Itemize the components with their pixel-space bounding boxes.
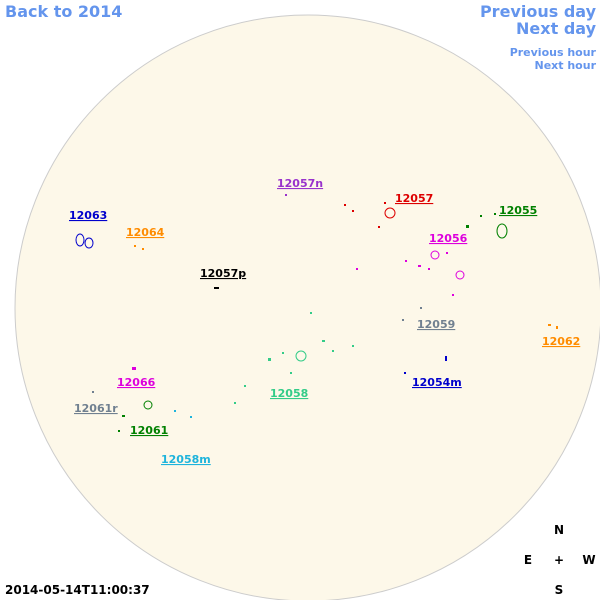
region-label[interactable]: 12061r <box>74 402 118 415</box>
spot <box>428 268 430 270</box>
spot <box>268 358 271 361</box>
spot <box>352 345 354 347</box>
next-day-link[interactable]: Next day <box>516 19 597 38</box>
spot <box>344 204 346 206</box>
back-link[interactable]: Back to 2014 <box>5 2 122 21</box>
spot <box>92 391 94 393</box>
solar-disk <box>14 14 600 600</box>
spot <box>466 225 469 228</box>
spot <box>496 223 508 239</box>
spot <box>132 367 136 370</box>
region-label[interactable]: 12055 <box>499 204 537 217</box>
spot <box>494 213 496 215</box>
spot <box>446 252 448 254</box>
spot <box>134 245 136 247</box>
spot <box>75 233 85 247</box>
next-hour-link[interactable]: Next hour <box>535 59 597 72</box>
spot <box>310 312 312 314</box>
sunspots <box>75 194 558 432</box>
spot <box>214 287 219 289</box>
spot <box>142 248 144 250</box>
spot <box>352 210 354 212</box>
region-label[interactable]: 12058m <box>161 453 211 466</box>
compass-west: W <box>582 553 595 567</box>
spot <box>420 307 422 309</box>
previous-day-link[interactable]: Previous day <box>480 2 597 21</box>
spot <box>285 194 287 196</box>
spot <box>384 202 386 204</box>
region-label[interactable]: 12058 <box>270 387 308 400</box>
spot <box>174 410 176 412</box>
spot <box>143 400 153 410</box>
spot <box>282 352 284 354</box>
spot <box>234 402 236 404</box>
spot <box>405 260 407 262</box>
spot <box>190 416 192 418</box>
timestamp: 2014-05-14T11:00:37 <box>5 583 150 597</box>
region-label[interactable]: 12063 <box>69 209 107 222</box>
spot <box>548 324 551 326</box>
spot <box>480 215 482 217</box>
spot <box>384 207 396 219</box>
compass-center: + <box>554 553 564 567</box>
region-label[interactable]: 12057 <box>395 192 433 205</box>
region-label[interactable]: 12062 <box>542 335 580 348</box>
spot <box>445 356 447 361</box>
spot <box>244 385 246 387</box>
spot <box>430 250 440 260</box>
compass-south: S <box>555 583 564 597</box>
region-label[interactable]: 12056 <box>429 232 468 245</box>
spot <box>402 319 404 321</box>
region-label[interactable]: 12061 <box>130 424 168 437</box>
region-label[interactable]: 12057n <box>277 177 323 190</box>
spot <box>378 226 380 228</box>
spot <box>356 268 358 270</box>
spot <box>290 372 292 374</box>
spot <box>404 372 406 374</box>
spot <box>122 415 125 417</box>
spot <box>556 326 558 329</box>
spot <box>418 265 421 267</box>
region-label[interactable]: 12057p <box>200 267 246 280</box>
spot <box>452 294 454 296</box>
spot <box>84 237 94 249</box>
spot <box>118 430 120 432</box>
region-label[interactable]: 12054m <box>412 376 462 389</box>
spot <box>332 350 334 352</box>
spot <box>322 340 325 342</box>
spot <box>295 350 307 362</box>
region-label[interactable]: 12059 <box>417 318 455 331</box>
region-label[interactable]: 12066 <box>117 376 156 389</box>
previous-hour-link[interactable]: Previous hour <box>510 46 597 59</box>
region-label[interactable]: 12064 <box>126 226 165 239</box>
spot <box>455 270 465 280</box>
compass-east: E <box>524 553 532 567</box>
compass-north: N <box>554 523 564 537</box>
